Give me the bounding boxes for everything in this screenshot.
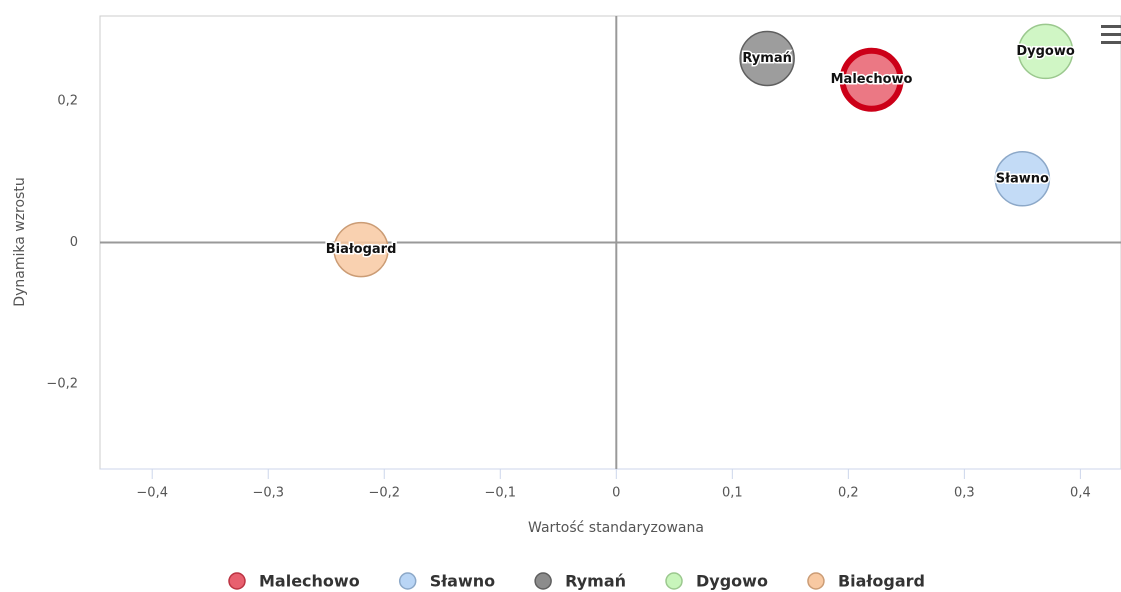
bubble [333, 221, 389, 278]
legend-symbol [398, 572, 417, 590]
legend-label: Białogard [838, 572, 925, 591]
x-tick-label: −0,4 [136, 486, 168, 501]
x-tick-label: 0,4 [1070, 486, 1091, 501]
legend-symbol [534, 572, 552, 590]
bubble [994, 151, 1051, 207]
bubble [839, 47, 904, 112]
y-tick-label: −0,2 [46, 377, 78, 392]
y-tick-label: 0,2 [57, 93, 78, 108]
x-tick-label: 0,2 [838, 486, 859, 501]
legend-label: Sławno [430, 572, 495, 591]
data-label: Białogard [326, 242, 397, 257]
x-tick-label: −0,2 [368, 486, 400, 501]
x-tick-label: −0,1 [484, 486, 516, 501]
menu-bar [1101, 33, 1121, 36]
legend-label: Rymań [565, 572, 626, 591]
x-tick-label: −0,3 [252, 486, 284, 501]
legend-symbol [665, 572, 683, 590]
y-axis-title: Dynamika wzrostu [12, 177, 28, 306]
menu-bar [1101, 25, 1121, 28]
bubble [739, 30, 795, 87]
data-label: Malechowo [831, 72, 913, 87]
x-tick-label: 0 [612, 486, 620, 501]
legend-symbol [807, 572, 825, 590]
x-tick-label: 0,1 [722, 486, 743, 501]
legend-label: Malechowo [259, 572, 360, 591]
bubble [1017, 23, 1074, 80]
data-label: Sławno [996, 171, 1049, 186]
x-axis-title: Wartość standaryzowana [528, 520, 704, 536]
menu-bar [1101, 41, 1121, 44]
data-label: Dygowo [1016, 44, 1075, 59]
legend-symbol [228, 572, 246, 590]
menu-icon[interactable] [1101, 25, 1121, 44]
y-tick-label: 0 [70, 235, 78, 250]
data-label: Rymań [742, 51, 791, 66]
x-tick-label: 0,3 [954, 486, 975, 501]
legend-label: Dygowo [696, 572, 768, 591]
